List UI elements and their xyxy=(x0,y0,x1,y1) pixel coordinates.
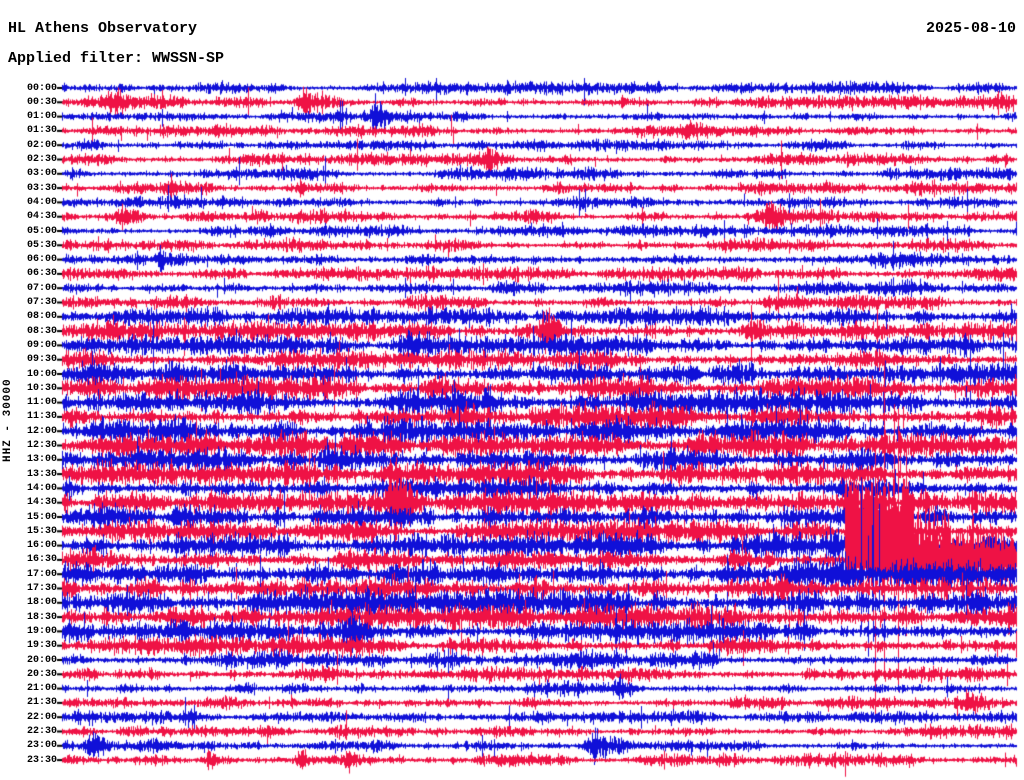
time-label: 02:00 xyxy=(26,139,57,151)
time-label: 10:00 xyxy=(26,368,57,380)
time-label: 23:00 xyxy=(26,740,57,752)
time-label: 07:30 xyxy=(26,297,57,308)
time-label: 10:30 xyxy=(26,382,57,394)
station-title: HL Athens Observatory xyxy=(8,20,198,37)
time-label: 00:00 xyxy=(26,82,57,94)
time-label: 04:00 xyxy=(26,196,57,208)
filter-label: Applied filter: WWSSN-SP xyxy=(8,50,225,67)
time-label: 15:00 xyxy=(26,511,57,523)
time-label: 03:30 xyxy=(26,182,57,194)
time-label: 09:30 xyxy=(26,354,57,366)
time-label: 16:00 xyxy=(26,540,57,552)
time-label: 11:00 xyxy=(26,397,57,409)
time-label: 21:00 xyxy=(26,683,57,695)
time-label: 06:00 xyxy=(26,254,57,266)
time-label: 16:30 xyxy=(26,554,57,566)
time-label: 23:30 xyxy=(26,754,57,766)
time-label: 19:30 xyxy=(26,640,57,652)
record-date: 2025-08-10 xyxy=(925,20,1016,37)
time-label: 04:30 xyxy=(26,211,57,223)
time-label: 11:30 xyxy=(26,411,57,423)
time-label: 14:30 xyxy=(26,497,57,509)
time-label: 17:00 xyxy=(26,568,57,580)
time-label: 07:00 xyxy=(26,282,57,294)
time-label: 20:30 xyxy=(26,668,57,680)
time-label: 20:00 xyxy=(26,654,57,666)
time-label: 14:00 xyxy=(26,482,57,494)
time-label: 08:00 xyxy=(26,311,57,323)
time-label: 18:00 xyxy=(26,597,57,609)
time-label: 12:30 xyxy=(26,440,57,451)
time-label: 01:00 xyxy=(26,111,57,123)
time-label: 15:30 xyxy=(26,525,57,537)
time-label: 12:00 xyxy=(26,425,57,437)
time-label: 03:00 xyxy=(26,168,57,180)
time-label: 19:00 xyxy=(26,625,57,637)
time-label: 22:00 xyxy=(26,711,57,723)
time-label: 06:30 xyxy=(26,268,57,280)
time-label: 05:00 xyxy=(26,225,57,237)
time-label: 13:00 xyxy=(26,454,57,466)
time-label: 13:30 xyxy=(26,468,57,480)
time-label: 00:30 xyxy=(26,96,57,108)
time-label: 09:00 xyxy=(26,339,57,351)
time-label: 21:30 xyxy=(26,697,57,709)
time-label: 22:30 xyxy=(26,726,57,737)
time-label: 01:30 xyxy=(26,125,57,137)
time-label: 17:30 xyxy=(26,583,57,594)
time-label: 05:30 xyxy=(26,239,57,251)
time-label: 18:30 xyxy=(26,611,57,623)
time-label: 08:30 xyxy=(26,325,57,337)
time-label: 02:30 xyxy=(26,154,57,165)
